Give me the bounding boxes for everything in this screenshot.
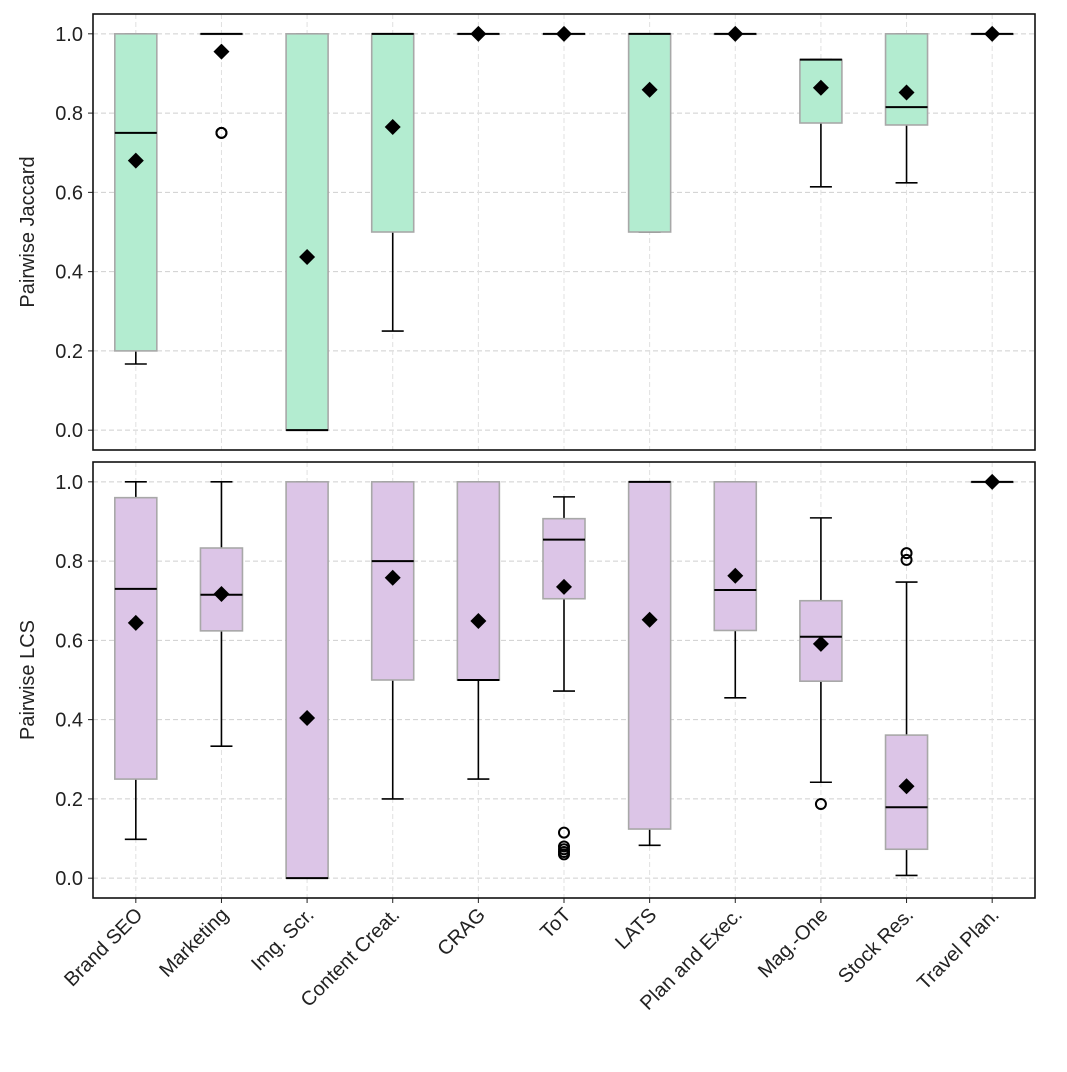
x-tick-label: Travel Plan. bbox=[913, 904, 1003, 994]
mean-marker bbox=[384, 569, 401, 586]
box-5 bbox=[542, 25, 586, 42]
box-6 bbox=[627, 480, 672, 847]
outlier-point bbox=[558, 848, 570, 861]
axes-frame bbox=[92, 461, 1036, 899]
mean-marker bbox=[299, 710, 316, 727]
y-tick-label: 0.6 bbox=[55, 182, 83, 204]
outlier-point bbox=[900, 553, 913, 566]
mean-marker bbox=[556, 578, 572, 595]
x-tick-label: Mag.-One bbox=[754, 904, 832, 982]
y-tick-label: 0.4 bbox=[55, 710, 83, 732]
mean-marker bbox=[812, 79, 829, 96]
box-2 bbox=[285, 33, 329, 432]
mean-marker bbox=[641, 81, 658, 98]
box-10 bbox=[970, 25, 1014, 42]
box-10 bbox=[970, 473, 1014, 490]
mean-marker bbox=[470, 612, 487, 629]
mean-marker bbox=[727, 25, 744, 42]
mean-marker bbox=[727, 567, 744, 584]
outlier-point bbox=[215, 126, 228, 139]
mean-marker bbox=[984, 25, 1001, 42]
box-7 bbox=[713, 481, 758, 699]
mean-marker bbox=[898, 84, 915, 101]
mean-marker bbox=[898, 778, 915, 795]
mean-marker bbox=[299, 248, 316, 265]
outlier-point bbox=[900, 547, 913, 560]
box-4 bbox=[456, 25, 501, 42]
y-axis-label: Pairwise LCS bbox=[17, 620, 39, 740]
box-iqr bbox=[713, 481, 758, 632]
y-tick-label: 0.0 bbox=[55, 868, 83, 890]
y-axis-label: Pairwise Jaccard bbox=[17, 156, 39, 307]
mean-marker bbox=[641, 611, 658, 628]
mean-marker bbox=[470, 25, 487, 42]
x-tick-label: Img. Scr. bbox=[247, 904, 318, 975]
box-iqr bbox=[627, 481, 672, 830]
x-tick-label: Marketing bbox=[155, 904, 233, 982]
x-tick-label: Brand SEO bbox=[60, 904, 147, 991]
box-6 bbox=[627, 32, 672, 233]
y-tick-label: 1.0 bbox=[55, 472, 83, 494]
mean-marker bbox=[812, 635, 829, 652]
y-tick-label: 0.4 bbox=[55, 262, 83, 284]
axes-frame bbox=[92, 13, 1036, 451]
box-iqr bbox=[114, 496, 158, 780]
y-tick-label: 0.6 bbox=[55, 630, 83, 652]
box-8 bbox=[799, 58, 843, 188]
box-8 bbox=[799, 517, 843, 811]
mean-marker bbox=[984, 473, 1001, 490]
box-3 bbox=[370, 481, 415, 800]
box-iqr bbox=[370, 33, 415, 233]
mean-marker bbox=[384, 118, 401, 135]
box-iqr bbox=[114, 33, 158, 352]
y-tick-label: 0.0 bbox=[55, 420, 83, 442]
box-0 bbox=[114, 481, 158, 841]
box-iqr bbox=[285, 33, 329, 431]
mean-marker bbox=[213, 43, 230, 60]
y-tick-label: 0.8 bbox=[55, 551, 83, 573]
mean-marker bbox=[127, 614, 144, 631]
x-tick-label: Stock Res. bbox=[834, 904, 918, 988]
panel-jaccard: 0.0 0.2 0.4 0.6 0.8 1.0 Pairwise Jaccard bbox=[17, 13, 1036, 451]
y-tick-label: 0.2 bbox=[55, 789, 83, 811]
x-tick-label: LATS bbox=[611, 904, 661, 954]
mean-marker bbox=[213, 585, 230, 602]
x-tick-label: ToT bbox=[536, 904, 575, 943]
box-1 bbox=[199, 32, 244, 139]
outlier-point bbox=[558, 826, 570, 839]
mean-marker bbox=[556, 25, 572, 42]
box-9 bbox=[884, 33, 929, 184]
box-7 bbox=[713, 25, 758, 42]
box-3 bbox=[370, 32, 415, 332]
box-2 bbox=[285, 481, 329, 880]
box-9 bbox=[884, 547, 929, 877]
box-iqr bbox=[884, 33, 929, 126]
outlier-point bbox=[814, 798, 827, 811]
mean-marker bbox=[127, 152, 144, 169]
y-tick-label: 1.0 bbox=[55, 24, 83, 46]
box-iqr bbox=[456, 481, 501, 681]
box-4 bbox=[456, 481, 501, 780]
box-iqr bbox=[285, 481, 329, 879]
box-0 bbox=[114, 33, 158, 365]
box-5 bbox=[542, 496, 586, 861]
x-tick-label: CRAG bbox=[433, 904, 489, 960]
box-iqr bbox=[627, 33, 672, 233]
y-tick-label: 0.2 bbox=[55, 341, 83, 363]
box-1 bbox=[199, 481, 244, 747]
y-tick-label: 0.8 bbox=[55, 103, 83, 125]
